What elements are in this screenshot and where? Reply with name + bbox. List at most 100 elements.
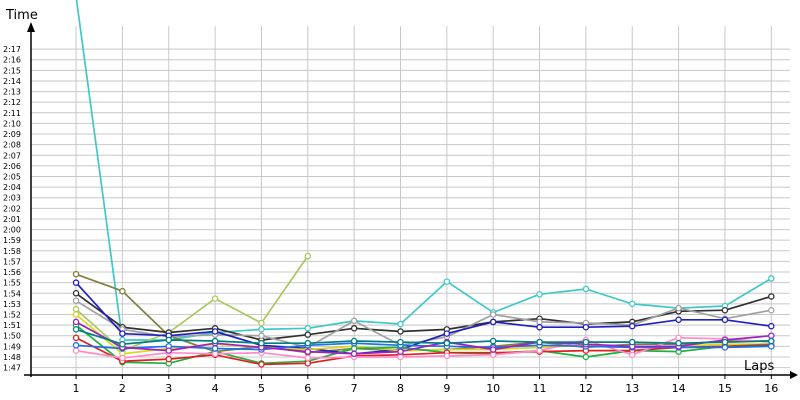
x-tick-labels: 1 2 3 4 5 6 7 8 9 10 11 12 13 14 15 16: [73, 382, 779, 395]
x-tick-label: 10: [486, 382, 500, 395]
y-axis-arrow: [27, 22, 35, 32]
data-point: [350, 325, 358, 332]
x-tick-label: 2: [119, 382, 126, 395]
y-tick-label: 2:17: [3, 45, 21, 54]
y-tick-label: 1:58: [3, 247, 21, 256]
data-point: [443, 339, 451, 347]
data-point: [72, 334, 80, 342]
data-point: [72, 305, 80, 313]
y-axis-label: Time: [5, 8, 38, 23]
series-line: [75, 292, 772, 341]
y-tick-label: 1:56: [3, 268, 21, 277]
x-tick-label: 13: [625, 382, 639, 395]
data-point: [768, 322, 775, 330]
y-tick-label: 1:47: [3, 364, 21, 373]
data-point: [304, 325, 312, 332]
data-point: [721, 344, 729, 351]
data-point: [72, 311, 80, 318]
series-line: [75, 321, 772, 355]
y-tick-label: 2:08: [3, 141, 21, 150]
data-point: [350, 350, 358, 358]
x-tick-label: 3: [165, 382, 172, 395]
data-point: [582, 353, 590, 361]
data-point: [397, 320, 404, 328]
data-point: [72, 297, 80, 304]
data-point: [675, 316, 682, 324]
data-point: [304, 331, 312, 338]
data-point: [211, 328, 219, 335]
y-tick-label: 2:09: [3, 130, 21, 139]
y-tick-label: 2:01: [3, 215, 21, 224]
data-point: [397, 348, 404, 355]
data-point: [536, 338, 543, 346]
y-tick-label: 1:52: [3, 310, 21, 319]
y-tick-labels: 1:47 1:48 1:491:50 1:51 1:521:53 1:541:55 1:56…: [3, 45, 21, 372]
series-line: [75, 282, 772, 355]
grid: [31, 26, 790, 375]
x-tick-label: 6: [304, 382, 311, 395]
data-point: [675, 339, 682, 347]
x-tick-label: 14: [672, 382, 686, 395]
y-tick-label: 1:59: [3, 236, 21, 245]
x-axis-label: Laps: [744, 359, 774, 374]
y-tick-label: 1:49: [3, 342, 21, 351]
data-point: [258, 319, 265, 327]
data-point: [119, 287, 126, 295]
y-tick-label: 2:12: [3, 98, 21, 107]
y-tick-label: 2:15: [3, 66, 21, 75]
data-point: [304, 354, 312, 362]
data-point: [165, 355, 172, 363]
data-point: [536, 291, 543, 298]
data-point: [119, 330, 126, 337]
data-point: [629, 338, 636, 346]
data-point: [768, 337, 775, 345]
x-tick-label: 12: [579, 382, 593, 395]
y-tick-label: 2:03: [3, 194, 21, 203]
data-point: [258, 361, 265, 368]
data-point: [211, 295, 219, 302]
data-point: [489, 346, 497, 353]
data-point: [119, 340, 126, 348]
series-layer: [72, 0, 775, 368]
data-point: [397, 353, 404, 361]
data-point: [489, 337, 497, 345]
data-point: [72, 279, 80, 286]
data-point: [350, 337, 358, 345]
data-point: [165, 336, 172, 344]
data-point: [72, 342, 80, 349]
x-tick-label: 11: [533, 382, 547, 395]
data-point: [768, 306, 775, 314]
data-point: [489, 318, 497, 326]
data-point: [536, 318, 543, 326]
data-point: [443, 330, 451, 337]
data-point: [258, 326, 265, 333]
data-point: [397, 338, 404, 346]
y-tick-label: 2:05: [3, 172, 21, 181]
data-point: [675, 334, 682, 342]
series-line: [75, 337, 772, 366]
y-tick-label: 2:11: [3, 109, 21, 118]
series-13: [72, 326, 775, 348]
data-point: [397, 328, 404, 335]
data-point: [304, 348, 312, 355]
x-tick-label: 16: [764, 382, 778, 395]
data-point: [768, 293, 775, 300]
data-point: [304, 360, 312, 367]
data-point: [72, 270, 80, 278]
data-point: [304, 252, 312, 260]
data-point: [211, 345, 219, 352]
data-point: [211, 337, 219, 345]
y-tick-label: 1:50: [3, 332, 21, 341]
data-point: [443, 278, 451, 285]
data-point: [536, 323, 543, 331]
y-tick-label: 1:54: [3, 289, 21, 298]
x-tick-label: 4: [212, 382, 219, 395]
data-point: [165, 347, 172, 354]
data-point: [768, 275, 775, 282]
y-tick-label: 1:55: [3, 279, 21, 288]
x-tick-label: 8: [397, 382, 404, 395]
x-tick-label: 5: [258, 382, 265, 395]
y-tick-label: 1:48: [3, 353, 21, 362]
data-point: [721, 338, 729, 346]
